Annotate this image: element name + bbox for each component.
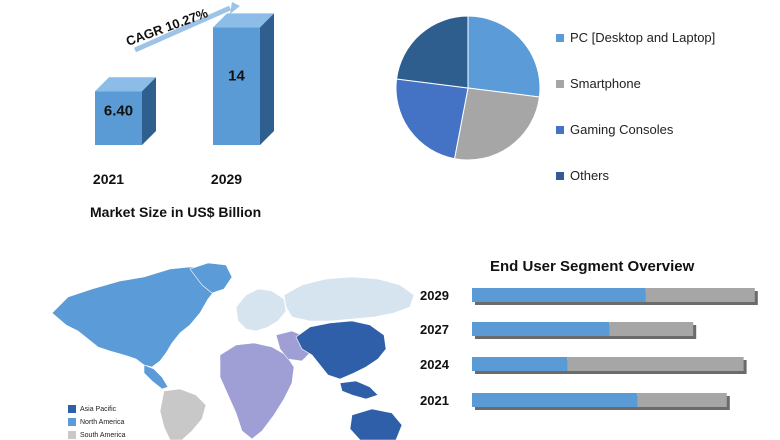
bar-2027-segment-1 — [472, 322, 610, 336]
bar-2029-side — [260, 13, 274, 146]
pie-legend-item: Others — [556, 168, 609, 183]
bar-2024-segment-1 — [472, 357, 568, 371]
end-user-chart: 2029 2027 2024 2021 — [420, 288, 758, 410]
bar-2021 — [95, 91, 142, 145]
bar-2027-segment-2 — [609, 322, 694, 336]
southeast-asia-region — [339, 380, 379, 400]
pie-legend-item: Smartphone — [556, 76, 641, 91]
world-map — [51, 262, 415, 440]
bar-value-label: 14 — [228, 67, 245, 84]
cagr-arrow — [133, 5, 232, 53]
legend-label: South America — [80, 431, 126, 439]
map-legend-item: South America — [68, 431, 126, 439]
map-legend-item: North America — [68, 418, 124, 426]
cagr-label: CAGR 10.27% — [124, 5, 210, 49]
market-size-caption: Market Size in US$ Billion — [90, 204, 261, 220]
bar-2021-top — [95, 77, 156, 92]
bar-category-label: 2029 — [211, 171, 242, 187]
europe-region — [235, 288, 287, 332]
bar-2029 — [213, 27, 260, 145]
pie-legend: PC [Desktop and Laptop] Smartphone Gaming … — [556, 30, 780, 200]
bar-2024-segment-2 — [567, 357, 744, 371]
africa-region — [219, 342, 295, 440]
bar-2029-top — [213, 13, 274, 28]
legend-swatch — [556, 33, 564, 42]
pie-slice-smartphone — [453, 87, 540, 161]
market-size-bars: 6.40 14 — [95, 2, 274, 146]
legend-label: Asia Pacific — [80, 405, 117, 413]
north-asia-region — [283, 276, 415, 322]
market-size-chart: 6.40 14 CAGR 10.27% Market Size in US$ Bi… — [90, 2, 274, 220]
pie-legend-item: PC [Desktop and Laptop] — [556, 30, 715, 45]
bar-2021-segment-1 — [472, 393, 638, 407]
central-america-region — [143, 364, 169, 390]
legend-label: PC [Desktop and Laptop] — [570, 30, 716, 45]
asia-pacific-region — [295, 320, 387, 380]
south-america-region — [159, 388, 207, 440]
north-america-region — [51, 266, 221, 368]
year-label: 2021 — [420, 393, 449, 408]
bar-2029-segment-1 — [472, 288, 646, 302]
bar-category-label: 2021 — [93, 171, 124, 187]
map-legend: Asia Pacific North America South America — [68, 405, 188, 440]
pie-slice-pc-desktop-and-laptop- — [467, 15, 541, 98]
legend-swatch — [556, 125, 564, 134]
legend-label: North America — [80, 418, 125, 426]
pie-legend-item: Gaming Consoles — [556, 122, 673, 137]
device-pie-chart — [395, 15, 541, 161]
bar-2021-side — [142, 77, 156, 145]
legend-swatch — [68, 431, 76, 439]
year-label: 2029 — [420, 288, 449, 303]
legend-swatch — [556, 79, 564, 88]
greenland-region — [189, 262, 233, 294]
legend-swatch — [68, 418, 76, 426]
pie-slice-others — [396, 15, 469, 89]
legend-swatch — [556, 171, 564, 180]
bar-value-label: 6.40 — [104, 102, 133, 119]
pie-slice-gaming-consoles — [395, 78, 469, 160]
bar-2021-segment-2 — [637, 393, 727, 407]
legend-swatch — [68, 405, 76, 413]
end-user-title: End User Segment Overview — [490, 258, 695, 275]
year-label: 2027 — [420, 322, 449, 337]
legend-label: Gaming Consoles — [570, 122, 674, 137]
legend-label: Others — [570, 168, 610, 183]
bar-2029-segment-2 — [645, 288, 755, 302]
australia-region — [349, 408, 403, 440]
legend-label: Smartphone — [570, 76, 641, 91]
cagr-arrow-head — [230, 2, 240, 14]
map-legend-item: Asia Pacific — [68, 405, 116, 413]
year-label: 2024 — [420, 357, 450, 372]
